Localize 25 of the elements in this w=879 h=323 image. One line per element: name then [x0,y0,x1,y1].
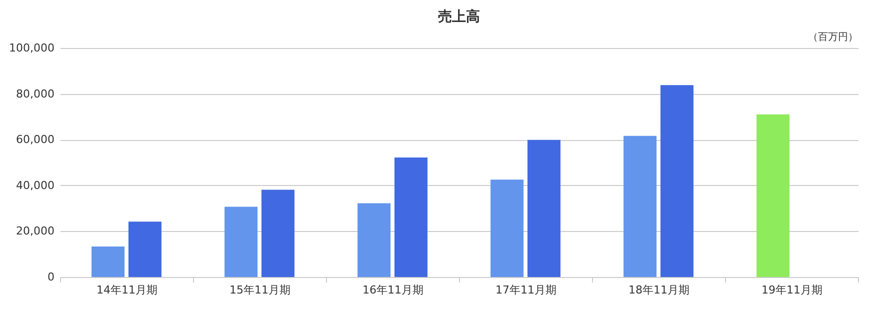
y-tick-label: 80,000 [16,87,54,100]
bar [261,190,294,277]
x-tick-label: 19年11月期 [762,284,822,296]
bar [624,136,657,277]
x-tick-label: 15年11月期 [230,284,290,296]
bar [527,140,560,277]
y-tick-label: 100,000 [9,42,54,54]
x-tick-label: 16年11月期 [362,284,424,296]
x-tick-label: 17年11月期 [496,284,556,296]
bar [394,157,428,277]
y-tick-label: 0 [48,270,54,284]
bar [224,206,258,277]
chart-title: 売上高 [438,8,480,25]
bar [756,114,790,277]
y-tick-label: 20,000 [16,224,54,238]
x-tick-label: 18年11月期 [628,284,690,296]
text: （百万円） [808,32,858,43]
bar [128,222,162,277]
y-tick-label: 40,000 [16,178,54,192]
y-tick-label: 60,000 [16,133,54,146]
bar [358,203,391,277]
bar [490,180,524,277]
bar [660,85,694,277]
x-tick-label: 14年11月期 [96,284,158,296]
bar [92,246,125,277]
